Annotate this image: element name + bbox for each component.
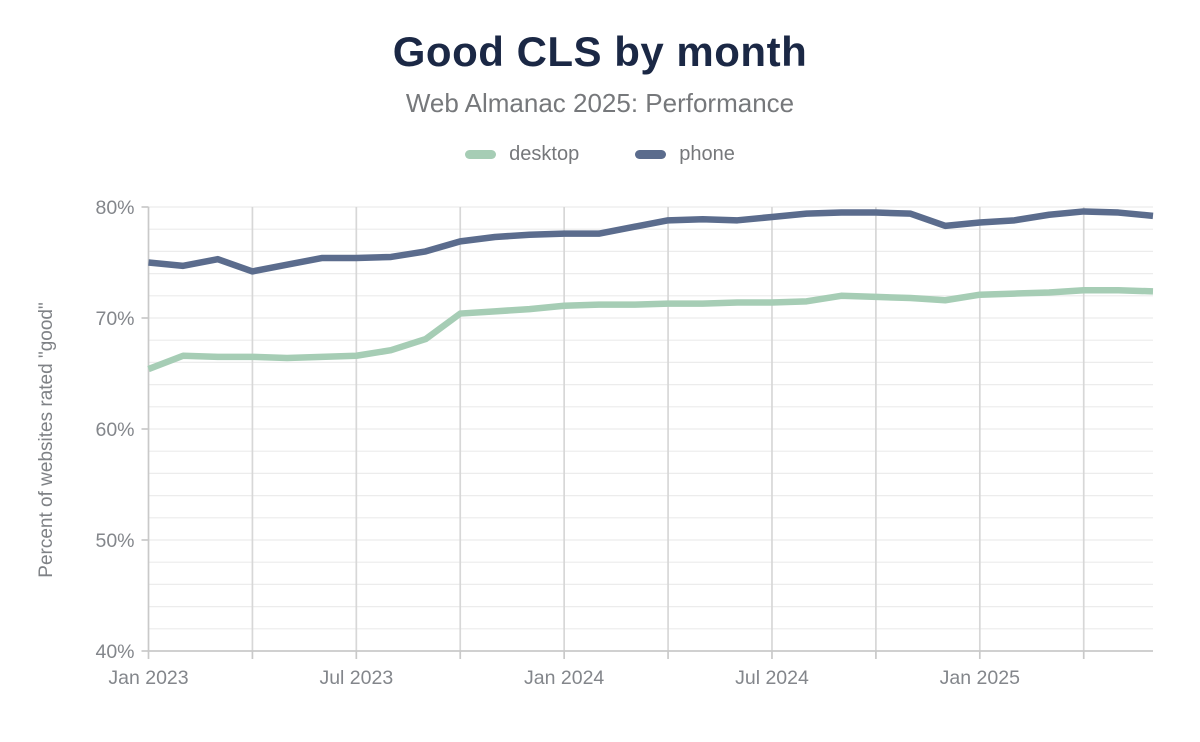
horizontal-gridlines <box>148 206 1153 630</box>
x-tick-label: Jan 2024 <box>524 667 604 689</box>
legend-item-phone[interactable]: phone <box>635 143 735 166</box>
legend-label-phone: phone <box>679 143 735 165</box>
y-tick-label: 50% <box>95 530 134 552</box>
phone-series-line[interactable] <box>148 208 1154 275</box>
desktop-series-swatch <box>465 150 497 159</box>
legend: desktop phone <box>0 143 1200 166</box>
vertical-gridlines <box>251 207 1085 651</box>
x-tick-label: Jul 2024 <box>735 667 809 689</box>
chart-subtitle: Web Almanac 2025: Performance <box>405 88 795 118</box>
x-tick-label: Jan 2023 <box>108 667 188 689</box>
x-tick-label: Jul 2023 <box>319 667 393 689</box>
y-tick-labels: 40% 50% 60% 70% 80% <box>95 197 134 663</box>
chart-title: Good CLS by month <box>392 28 808 75</box>
x-tick-label: Jan 2025 <box>940 667 1020 689</box>
legend-label-desktop: desktop <box>509 143 580 165</box>
legend-item-desktop[interactable]: desktop <box>465 143 579 166</box>
y-tick-label: 40% <box>95 641 134 663</box>
tick-marks <box>141 206 1085 659</box>
y-tick-label: 60% <box>95 419 134 441</box>
y-tick-label: 80% <box>95 197 134 219</box>
x-tick-labels: Jan 2023 Jul 2023 Jan 2024 Jul 2024 Jan 2025 <box>108 667 1020 689</box>
y-tick-label: 70% <box>95 308 134 330</box>
desktop-series-line[interactable] <box>147 287 1154 373</box>
phone-series-swatch <box>635 150 667 159</box>
